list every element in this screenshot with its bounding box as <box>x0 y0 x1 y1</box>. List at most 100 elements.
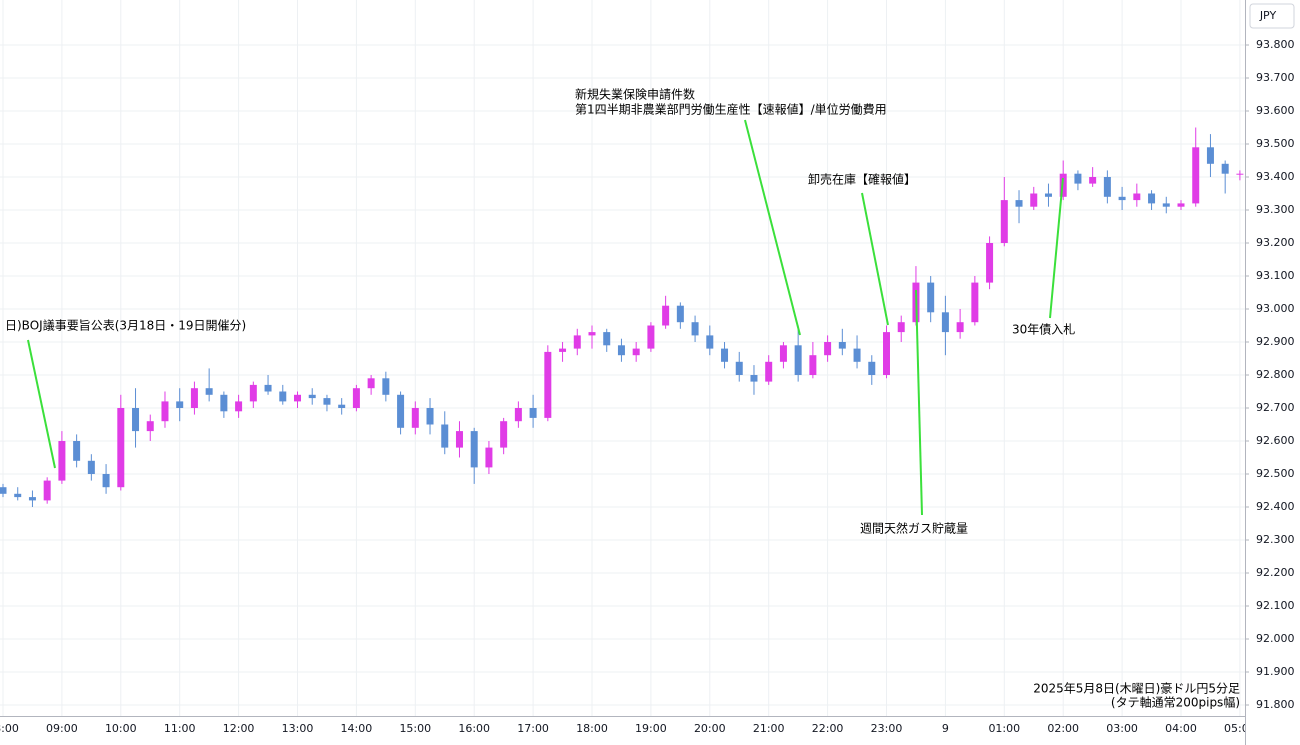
candle-body <box>220 394 228 412</box>
annotation-leader <box>27 339 56 469</box>
candle-body <box>691 322 699 336</box>
candle-body <box>235 401 243 412</box>
candle-body <box>706 335 714 349</box>
x-tick-label: 19:00 <box>635 722 667 735</box>
annotation-text: 30年債入札 <box>1012 322 1075 337</box>
x-tick-label: 22:00 <box>812 722 844 735</box>
candle-body <box>750 375 758 382</box>
currency-label: JPY <box>1259 9 1277 22</box>
y-tick-label: 93.400 <box>1256 170 1295 183</box>
x-tick-label: 12:00 <box>223 722 255 735</box>
candle-body <box>43 480 51 501</box>
candle-body <box>411 408 419 428</box>
y-tick-label: 93.800 <box>1256 38 1295 51</box>
candle-body <box>1030 193 1038 207</box>
candle-body <box>941 312 949 333</box>
candle-body <box>14 493 22 498</box>
candle-body <box>352 388 360 408</box>
candle-body <box>323 398 331 405</box>
x-tick-label: 15:00 <box>399 722 431 735</box>
y-tick-label: 93.300 <box>1256 203 1295 216</box>
annotation-leader <box>861 192 889 326</box>
y-tick-label: 92.300 <box>1256 533 1295 546</box>
x-tick-label: 16:00 <box>458 722 490 735</box>
x-tick-label: 10:00 <box>105 722 137 735</box>
y-tick-label: 92.400 <box>1256 500 1295 513</box>
candle-body <box>1044 193 1052 197</box>
candle-body <box>132 408 140 432</box>
candle-body <box>1162 203 1170 207</box>
candle-body <box>73 441 81 461</box>
y-tick-label: 92.000 <box>1256 632 1295 645</box>
annotation-leader <box>1049 177 1064 319</box>
candle-body <box>367 378 375 389</box>
candle-body <box>544 351 552 418</box>
candle-body <box>146 421 154 432</box>
candle-body <box>721 348 729 362</box>
candle-body <box>87 460 95 474</box>
x-tick-label: 23:00 <box>871 722 903 735</box>
candle-body <box>1206 147 1214 164</box>
currency-box <box>1249 3 1295 29</box>
candle-body <box>603 332 611 346</box>
x-tick-label: 03:00 <box>1106 722 1138 735</box>
candle-body <box>779 345 787 362</box>
x-tick-label: 05:00 <box>1224 722 1256 735</box>
candle-body <box>956 322 964 333</box>
candle-body <box>735 361 743 375</box>
candle-body <box>1015 200 1023 207</box>
candle-body <box>809 355 817 375</box>
y-tick-label: 92.100 <box>1256 599 1295 612</box>
x-tick-label: 02:00 <box>1047 722 1079 735</box>
x-tick-label: 04:00 <box>1165 722 1197 735</box>
annotation-text: 週間天然ガス貯蔵量 <box>860 521 968 536</box>
annotation-text: 日)BOJ議事要旨公表(3月18日・19日開催分) <box>5 319 246 333</box>
candle-body <box>1089 177 1097 184</box>
y-tick-label: 91.900 <box>1256 665 1295 678</box>
x-tick-label: 13:00 <box>282 722 314 735</box>
candle-body <box>559 348 567 352</box>
candle-body <box>986 243 994 283</box>
y-tick-label: 93.500 <box>1256 137 1295 150</box>
annotation-leader <box>915 289 923 516</box>
candle-body <box>529 408 537 418</box>
x-tick-label: 09:00 <box>46 722 78 735</box>
candle-body <box>397 394 405 428</box>
candle-body <box>662 305 670 326</box>
candle-body <box>117 408 125 488</box>
x-tick-label: 9 <box>942 722 949 735</box>
grid: 08:00 09:00 10:00 11:00 12:00 13:00 14:00 15:00… <box>0 0 1256 735</box>
candle-body <box>308 394 316 399</box>
candle-body <box>279 391 287 402</box>
x-tick-label: 01:00 <box>988 722 1020 735</box>
y-tick-label: 92.200 <box>1256 566 1295 579</box>
candle-body <box>765 361 773 382</box>
candle-body <box>514 408 522 422</box>
annotation-text: 第1四半期非農業部門労働生産性【速報値】/単位労働費用 <box>575 102 887 117</box>
annotation-leader <box>744 119 801 336</box>
x-tick-label: 20:00 <box>694 722 726 735</box>
candle-body <box>573 335 581 349</box>
x-tick-label: 08:00 <box>0 722 19 735</box>
x-tick-label: 14:00 <box>341 722 373 735</box>
chart-note: (タテ軸通常200pips幅) <box>1111 695 1240 710</box>
candle-body <box>971 282 979 323</box>
candle-body <box>294 394 301 402</box>
candle-body <box>426 408 434 425</box>
candle-body <box>249 384 257 402</box>
x-tick-label: 18:00 <box>576 722 608 735</box>
candle-body <box>632 348 640 356</box>
x-tick-label: 21:00 <box>753 722 785 735</box>
candle-body <box>338 404 346 408</box>
y-tick-label: 93.600 <box>1256 104 1295 117</box>
candle-body <box>897 322 905 333</box>
candle-body <box>176 401 184 408</box>
candle-body <box>647 325 655 349</box>
candle-body <box>1177 203 1185 207</box>
candle-body <box>676 305 684 323</box>
candle-body <box>1000 200 1008 243</box>
candle-body <box>838 342 846 349</box>
candle-body <box>588 332 596 336</box>
candle-body <box>1236 173 1244 175</box>
